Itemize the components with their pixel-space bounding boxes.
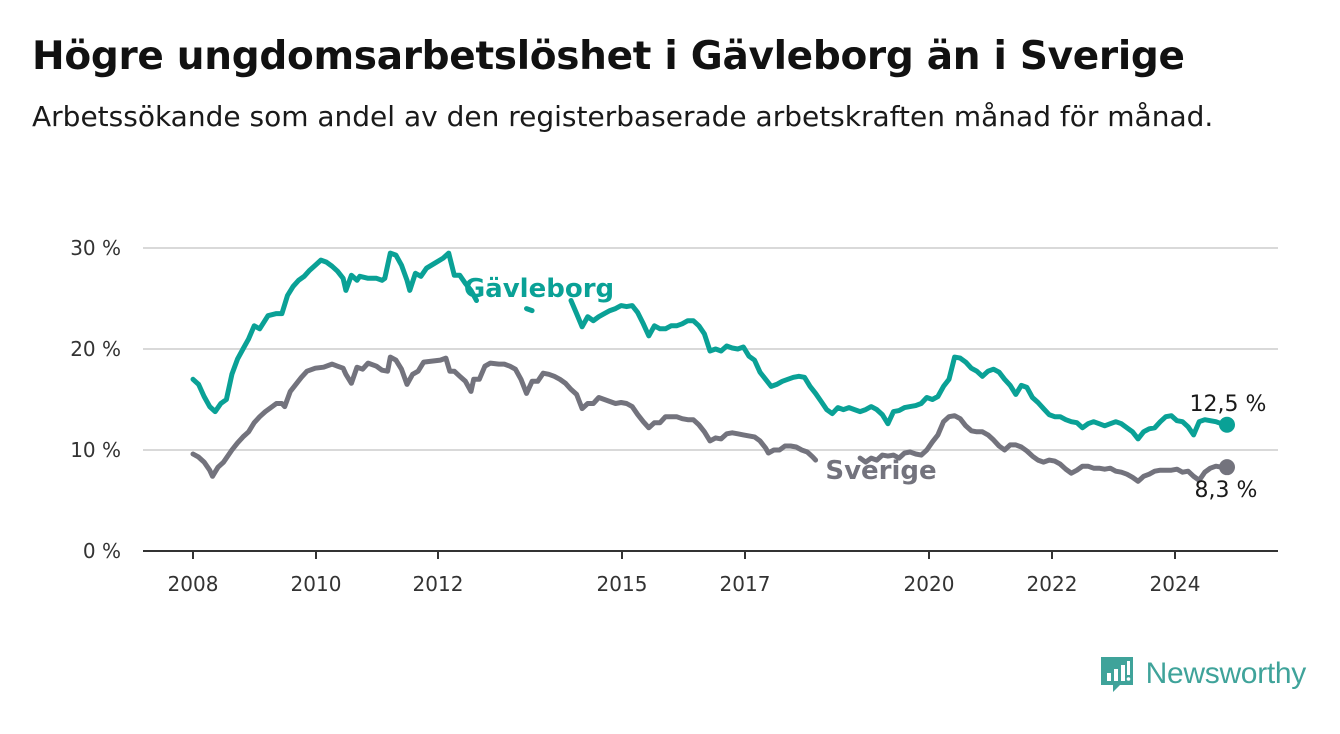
y-tick-label: 0 % [83, 539, 121, 563]
y-tick-label: 20 % [70, 337, 121, 361]
series-line-gvleborg-1 [190, 250, 479, 415]
x-tick-label: 2010 [291, 572, 342, 596]
y-axis: 0 % 10 % 20 % 30 % [70, 236, 121, 563]
end-value-label: 8,3 % [1195, 478, 1258, 503]
x-tick-label: 2022 [1027, 572, 1078, 596]
newsworthy-logo-icon [1100, 657, 1133, 692]
annotations: 12,5 % Gävleborg 8,3 % Sverige [464, 274, 1267, 503]
x-axis: 2008 2010 2012 2015 2017 2020 2022 2024 [143, 550, 1278, 596]
series-name-label: Sverige [825, 456, 936, 486]
chart-subtitle: Arbetssökande som andel av den registerb… [32, 100, 1214, 133]
end-value-label: 12,5 % [1190, 392, 1267, 417]
chart-title: Högre ungdomsarbetslöshet i Gävleborg än… [32, 34, 1185, 79]
x-tick-label: 2017 [720, 572, 771, 596]
series-end-point [1219, 416, 1235, 433]
brand-name: Newsworthy [1145, 657, 1307, 690]
x-tick-label: 2015 [597, 572, 648, 596]
series-group [190, 250, 1235, 484]
series-end-point [1219, 459, 1235, 476]
series-name-label: Gävleborg [464, 274, 614, 304]
y-tick-label: 10 % [70, 438, 121, 462]
x-tick-label: 2012 [413, 572, 464, 596]
x-tick-label: 2024 [1150, 572, 1201, 596]
y-tick-label: 30 % [70, 236, 121, 260]
x-tick-label: 2020 [904, 572, 955, 596]
series-line-gvleborg-2 [524, 306, 535, 314]
series-line-sverige-1 [190, 354, 819, 479]
x-tick-label: 2008 [168, 572, 219, 596]
brand-logo: Newsworthy [1098, 654, 1306, 694]
series-line-gvleborg-3 [568, 298, 1230, 442]
series-line-sverige-2 [857, 413, 1230, 484]
